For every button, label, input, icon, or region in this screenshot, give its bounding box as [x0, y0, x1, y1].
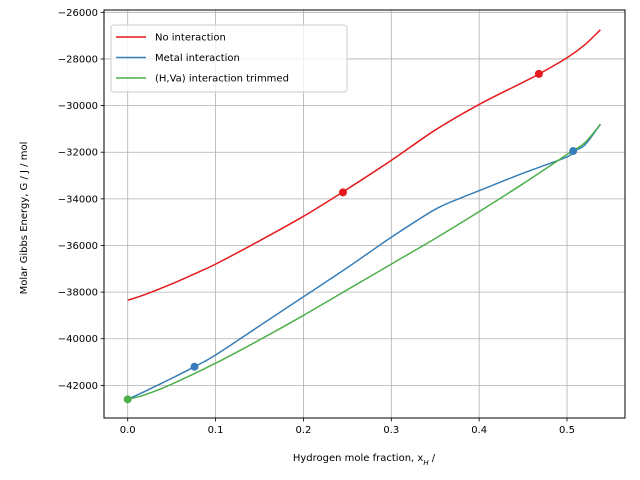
x-tick-label: 0.1	[208, 425, 224, 436]
y-tick-label: −36000	[58, 241, 98, 252]
series-line-2	[127, 123, 601, 401]
y-tick-label: −42000	[58, 381, 98, 392]
legend-box	[110, 24, 348, 93]
y-tick-label: −26000	[58, 8, 98, 19]
plot-frame	[103, 9, 626, 419]
series-marker-0	[534, 69, 543, 78]
y-tick-label: −40000	[58, 334, 98, 345]
series-marker-1	[569, 147, 578, 156]
y-tick-label: −32000	[58, 148, 98, 159]
legend: No interaction Metal interaction (H,Va) in…	[110, 24, 348, 93]
x-axis-label: Hydrogen mole fraction, xH /	[293, 453, 436, 467]
y-tick-label: −28000	[58, 54, 98, 65]
series-marker-1	[190, 362, 199, 371]
y-axis-ticks: −42000 −40000 −38000 −36000 −34000 −32000 −300…	[58, 8, 104, 392]
x-tick-label: 0.0	[120, 425, 136, 436]
series-marker-0	[338, 188, 347, 197]
legend-label: Metal interaction	[155, 53, 240, 64]
x-tick-label: 0.4	[471, 425, 487, 436]
y-tick-label: −34000	[58, 194, 98, 205]
series-marker-2	[123, 395, 132, 404]
y-axis-label: Molar Gibbs Energy, G / J / mol	[19, 142, 30, 295]
x-axis-ticks: 0.0 0.1 0.2 0.3 0.4 0.5	[120, 418, 575, 436]
series-markers	[123, 69, 578, 404]
series-line-0	[127, 29, 601, 301]
x-tick-label: 0.3	[383, 425, 399, 436]
legend-label: No interaction	[155, 33, 226, 44]
x-tick-label: 0.5	[559, 425, 575, 436]
legend-label: (H,Va) interaction trimmed	[155, 74, 289, 85]
y-tick-label: −30000	[58, 101, 98, 112]
y-tick-label: −38000	[58, 288, 98, 299]
x-tick-label: 0.2	[295, 425, 311, 436]
